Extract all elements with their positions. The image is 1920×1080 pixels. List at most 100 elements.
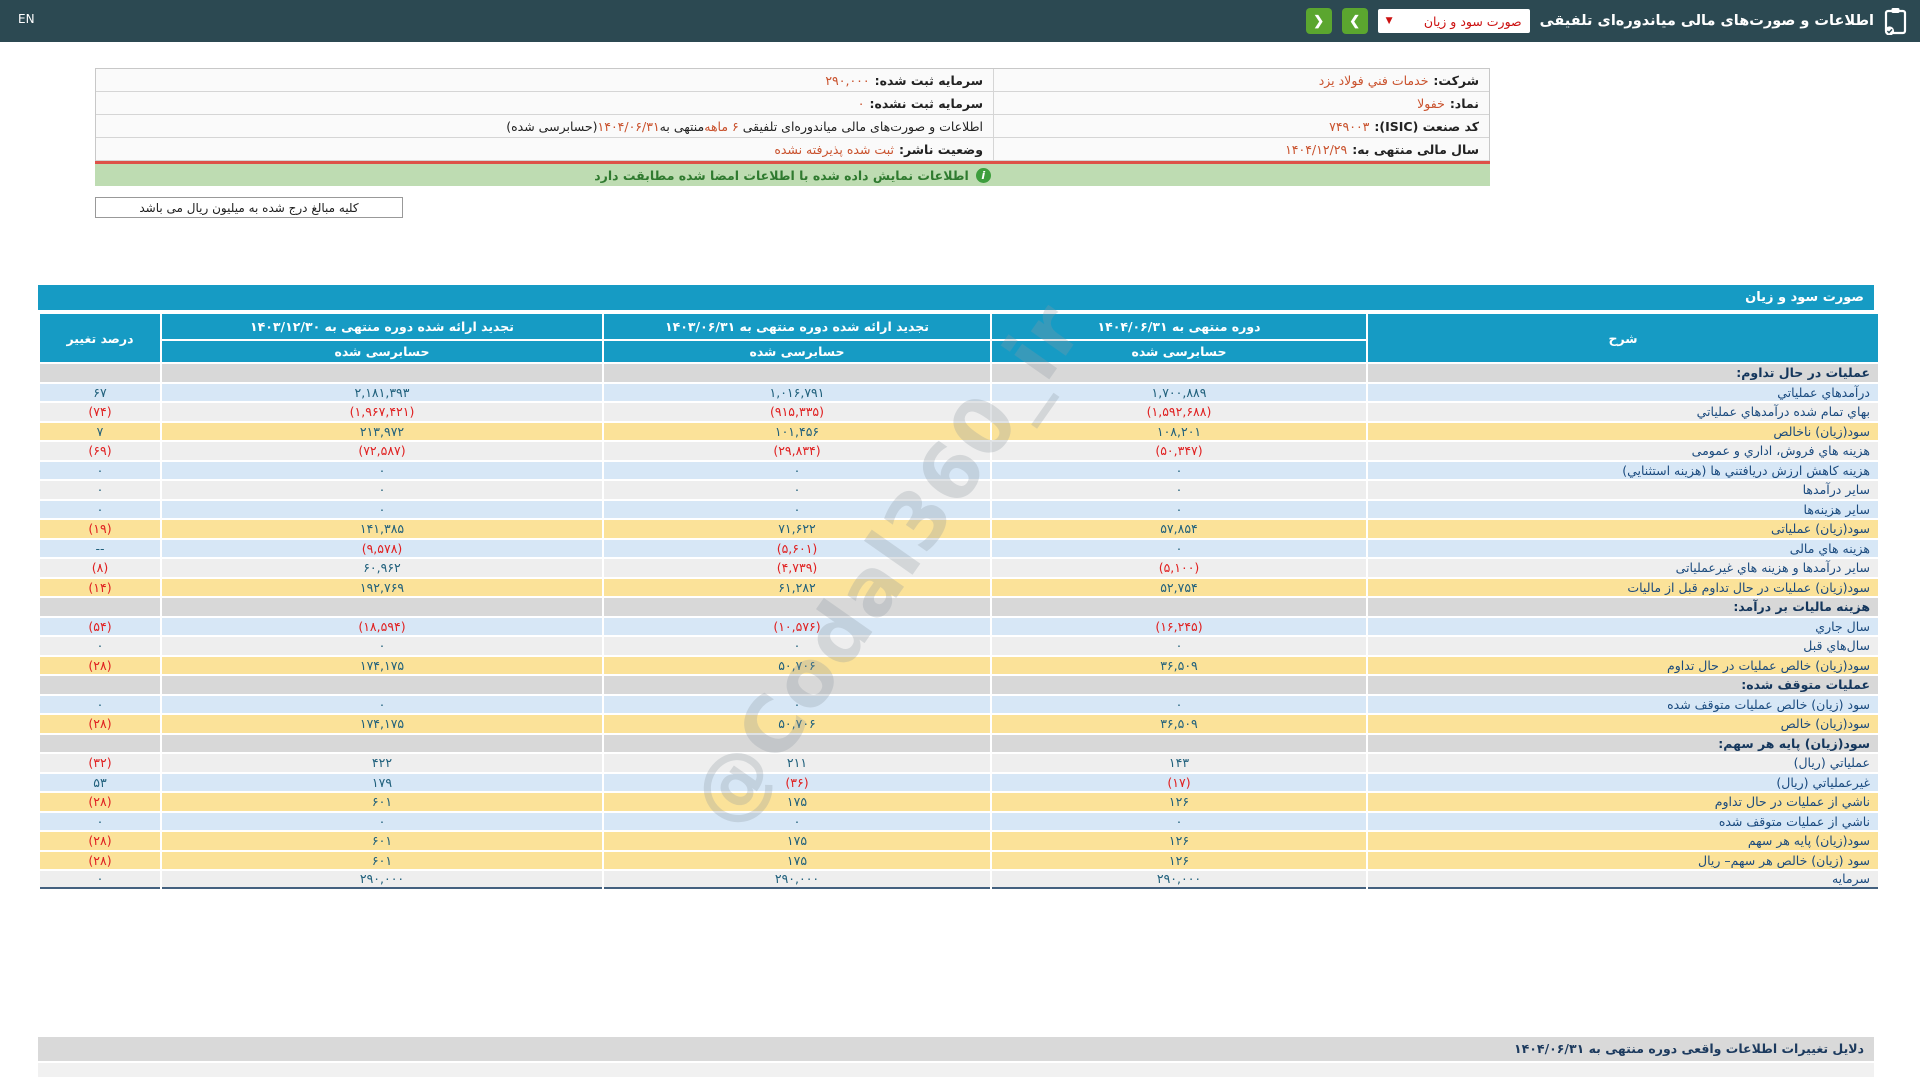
value-cell: ۶۰۱ <box>162 793 602 811</box>
percent-change-cell: (۵۴) <box>40 617 160 635</box>
unregistered-capital-value: ۰ <box>857 95 865 111</box>
value-cell: ۶۰۱ <box>162 851 602 869</box>
section-label: هزینه مالیات بر درآمد: <box>1368 598 1878 616</box>
statement-type-dropdown[interactable]: صورت سود و زیان ▼ <box>1377 9 1530 33</box>
value-cell: ۰ <box>992 539 1366 557</box>
section-empty-cell <box>162 598 602 616</box>
percent-change-cell: (۲۸) <box>40 793 160 811</box>
value-cell: ۰ <box>162 695 602 713</box>
signature-match-banner: i اطلاعات نمایش داده شده با اطلاعات امضا… <box>95 161 1490 186</box>
value-cell: ۰ <box>162 461 602 479</box>
row-label: هزینه کاهش ارزش دریافتني ها (هزینه استثن… <box>1368 461 1878 479</box>
row-label: سایر درآمدها <box>1368 481 1878 499</box>
next-statement-button[interactable]: ❯ <box>1341 8 1368 34</box>
statement-period-mid: منتهی به <box>659 118 705 134</box>
signature-match-text: اطلاعات نمایش داده شده با اطلاعات امضا ش… <box>594 167 969 183</box>
percent-change-cell: (۲۸) <box>40 832 160 850</box>
section-empty-cell <box>604 734 990 752</box>
value-cell: ۰ <box>992 812 1366 830</box>
info-row: کد صنعت (ISIC): ۷۴۹۰۰۳ اطلاعات و صورت‌ها… <box>96 115 1489 138</box>
row-label: هزینه هاي مالی <box>1368 539 1878 557</box>
table-row: سود (زیان) خالص هر سهم– ریال ۱۲۶ ۱۷۵ ۶۰۱ (۲۸… <box>40 851 1878 869</box>
section-empty-cell <box>162 364 602 382</box>
section-empty-cell <box>162 734 602 752</box>
table-header-row: شرح دوره منتهی به ۱۴۰۴/۰۶/۳۱ تجدید ارائه… <box>40 314 1878 362</box>
statement-period-post: (حسابرسی شده) <box>506 118 598 134</box>
value-cell: ۱۷۴,۱۷۵ <box>162 656 602 674</box>
percent-change-cell: (۲۸) <box>40 715 160 733</box>
table-row: سایر درآمدها ۰ ۰ ۰ ۰ <box>40 481 1878 499</box>
unregistered-capital-cell: سرمایه ثبت نشده: ۰ <box>96 92 993 114</box>
table-row: هزینه هاي مالی ۰ (۵,۶۰۱) (۹,۵۷۸) -- <box>40 539 1878 557</box>
symbol-cell: نماد: خفولا <box>993 92 1489 114</box>
top-bar-controls: اطلاعات و صورت‌های مالی میاندوره‌ای تلفی… <box>1305 7 1908 36</box>
percent-change-cell: (۱۹) <box>40 520 160 538</box>
percent-change-cell: -- <box>40 539 160 557</box>
table-row: سال‌هاي قبل ۰ ۰ ۰ ۰ <box>40 637 1878 655</box>
company-name-cell: شرکت: خدمات فني فولاد يزد <box>993 69 1489 91</box>
language-toggle-en[interactable]: EN <box>18 12 35 26</box>
publisher-status-label: وضعیت ناشر: <box>898 141 983 157</box>
row-label: سایر درآمدها و هزینه هاي غیرعملیاتی <box>1368 559 1878 577</box>
fiscal-year-cell: سال مالی منتهی به: ۱۴۰۴/۱۲/۲۹ <box>993 138 1489 160</box>
value-cell: (۴,۷۳۹) <box>604 559 990 577</box>
table-row: سود(زیان) عملیات در حال تداوم قبل از مال… <box>40 578 1878 596</box>
value-cell: ۳۶,۵۰۹ <box>992 715 1366 733</box>
fiscal-year-label: سال مالی منتهی به: <box>1352 141 1479 157</box>
table-row: هزینه هاي فروش، اداري و عمومی (۵۰,۳۴۷) (۲۹… <box>40 442 1878 460</box>
info-icon: i <box>975 167 991 183</box>
column-header-description: شرح <box>1368 314 1878 362</box>
percent-change-cell: ۵۳ <box>40 773 160 791</box>
value-cell: ۰ <box>162 500 602 518</box>
table-subheader-row: حسابرسی شده حسابرسی شده حسابرسی شده <box>40 341 1878 362</box>
section-empty-cell <box>162 676 602 694</box>
value-cell: ۵۲,۷۵۴ <box>992 578 1366 596</box>
row-label: ناشي از عملیات متوقف شده <box>1368 812 1878 830</box>
value-cell: ۲,۱۸۱,۳۹۳ <box>162 383 602 401</box>
currency-unit-note: کلیه مبالغ درج شده به میلیون ریال می باش… <box>95 197 403 218</box>
value-cell: ۴۲۲ <box>162 754 602 772</box>
section-empty-cell <box>604 676 990 694</box>
table-row: هزینه کاهش ارزش دریافتني ها (هزینه استثن… <box>40 461 1878 479</box>
registered-capital-cell: سرمایه ثبت شده: ۲۹۰,۰۰۰ <box>96 69 993 91</box>
percent-change-cell: (۳۲) <box>40 754 160 772</box>
value-cell: ۵۰,۷۰۶ <box>604 715 990 733</box>
prev-statement-button[interactable]: ❮ <box>1305 8 1332 34</box>
value-cell: ۲۱۳,۹۷۲ <box>162 422 602 440</box>
statement-period-date: ۱۴۰۴/۰۶/۳۱ <box>597 118 660 134</box>
publisher-status-cell: وضعیت ناشر: ثبت شده پذیرفته نشده <box>96 138 993 160</box>
value-cell: ۷۱,۶۲۲ <box>604 520 990 538</box>
section-empty-cell <box>992 598 1366 616</box>
section-empty-cell <box>40 676 160 694</box>
percent-change-cell: (۲۸) <box>40 851 160 869</box>
company-value: خدمات فني فولاد يزد <box>1318 72 1429 88</box>
clipboard-report-icon <box>1884 7 1908 36</box>
value-cell: (۷۲,۵۸۷) <box>162 442 602 460</box>
income-statement-body: عملیات در حال تداوم: درآمدهاي عملیاتي ۱,۷۰… <box>40 364 1878 889</box>
row-label: درآمدهاي عملیاتي <box>1368 383 1878 401</box>
row-label: سود(زیان) پایه هر سهم <box>1368 832 1878 850</box>
value-cell: ۱۰۸,۲۰۱ <box>992 422 1366 440</box>
value-cell: ۱۷۵ <box>604 851 990 869</box>
value-cell: (۵۰,۳۴۷) <box>992 442 1366 460</box>
row-label: سود (زیان) خالص هر سهم– ریال <box>1368 851 1878 869</box>
value-cell: ۰ <box>604 637 990 655</box>
value-cell: ۱۲۶ <box>992 851 1366 869</box>
value-cell: (۱,۹۶۷,۴۲۱) <box>162 403 602 421</box>
table-row: سود(زیان) ناخالص ۱۰۸,۲۰۱ ۱۰۱,۴۵۶ ۲۱۳,۹۷۲ ۷ <box>40 422 1878 440</box>
table-row: سود (زیان) خالص عملیات متوقف شده ۰ ۰ ۰ ۰ <box>40 695 1878 713</box>
percent-change-cell: (۸) <box>40 559 160 577</box>
value-cell: ۱۷۴,۱۷۵ <box>162 715 602 733</box>
value-cell: (۱,۵۹۲,۶۸۸) <box>992 403 1366 421</box>
table-row: سود(زیان) پایه هر سهم ۱۲۶ ۱۷۵ ۶۰۱ (۲۸) <box>40 832 1878 850</box>
isic-code-label: کد صنعت (ISIC): <box>1374 118 1479 134</box>
value-cell: ۱۲۶ <box>992 793 1366 811</box>
top-bar: EN اطلاعات و صورت‌های مالی میاندوره‌ای ت… <box>0 0 1920 42</box>
percent-change-cell: (۷۴) <box>40 403 160 421</box>
value-cell: ۰ <box>604 461 990 479</box>
column-header-restated-1403-06: تجدید ارائه شده دوره منتهی به ۱۴۰۳/۰۶/۳۱ <box>604 314 990 339</box>
column-header-restated-1403-12: تجدید ارائه شده دوره منتهی به ۱۴۰۳/۱۲/۳۰ <box>162 314 602 339</box>
section-empty-cell <box>604 364 990 382</box>
percent-change-cell: ۶۷ <box>40 383 160 401</box>
row-label: سایر هزینه‌ها <box>1368 500 1878 518</box>
